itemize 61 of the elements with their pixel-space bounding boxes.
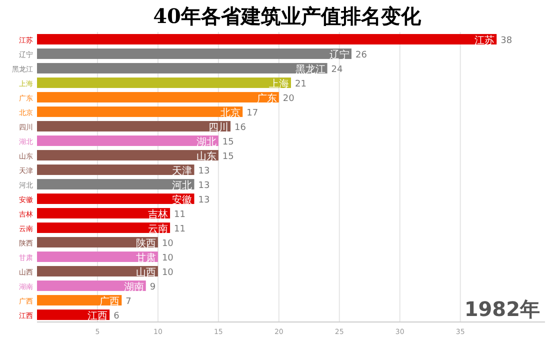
data-label: 10 — [162, 238, 174, 249]
bar — [37, 222, 170, 233]
category-label: 湖北 — [196, 136, 216, 148]
category-label: 黑龙江 — [295, 64, 326, 76]
bar — [37, 280, 146, 291]
bar — [37, 179, 194, 190]
bar — [37, 150, 218, 160]
category-label: 四川 — [208, 122, 229, 134]
data-label: 17 — [246, 108, 258, 118]
category-label: 江苏 — [474, 35, 495, 46]
category-label: 广东 — [256, 93, 277, 104]
data-label: 16 — [234, 122, 246, 133]
data-label: 13 — [198, 180, 210, 191]
category-label: 广西 — [100, 296, 120, 308]
bar — [37, 194, 194, 204]
category-label: 辽宁 — [329, 50, 350, 61]
bar — [37, 237, 158, 248]
category-label: 湖南 — [124, 282, 144, 293]
data-label: 20 — [282, 94, 295, 104]
data-label: 9 — [150, 282, 156, 292]
bar — [37, 295, 122, 306]
bar — [37, 208, 170, 218]
data-label: 13 — [198, 166, 210, 176]
category-label: 安徽 — [172, 194, 192, 206]
bar — [37, 136, 218, 146]
category-label: 江西 — [88, 310, 108, 322]
data-label: 7 — [126, 296, 132, 307]
category-label: 云南 — [148, 224, 168, 235]
bar — [37, 78, 291, 88]
data-label: 15 — [222, 137, 234, 148]
data-label: 21 — [295, 79, 306, 90]
data-label: 10 — [162, 253, 174, 264]
bar — [37, 34, 497, 44]
bar — [37, 252, 158, 262]
category-label: 陕西 — [136, 238, 156, 250]
data-label: 11 — [174, 210, 186, 220]
category-label: 上海 — [269, 78, 289, 90]
category-label: 河北 — [172, 180, 192, 192]
category-label: 天津 — [172, 166, 192, 177]
bar — [37, 121, 231, 132]
bar — [37, 106, 243, 117]
data-label: 24 — [331, 64, 344, 75]
bar — [37, 48, 352, 59]
category-label: 吉林 — [148, 209, 168, 220]
bar — [37, 266, 158, 276]
data-label: 15 — [222, 152, 234, 162]
category-label: 北京 — [220, 108, 241, 119]
category-label: 山西 — [136, 267, 156, 278]
data-label: 38 — [500, 36, 512, 46]
data-label: 10 — [162, 268, 174, 278]
bar — [37, 164, 194, 175]
data-label: 26 — [355, 50, 368, 60]
category-label: 甘肃 — [136, 252, 156, 264]
bar — [37, 92, 279, 102]
chart-title: 40年各省建筑业产值排名变化 — [153, 4, 422, 28]
bar — [37, 63, 328, 74]
annotation: 1982年 — [464, 297, 540, 321]
category-label: 山东 — [196, 151, 216, 162]
data-label: 13 — [198, 195, 210, 206]
data-label: 11 — [174, 224, 186, 234]
data-label: 6 — [114, 311, 120, 322]
